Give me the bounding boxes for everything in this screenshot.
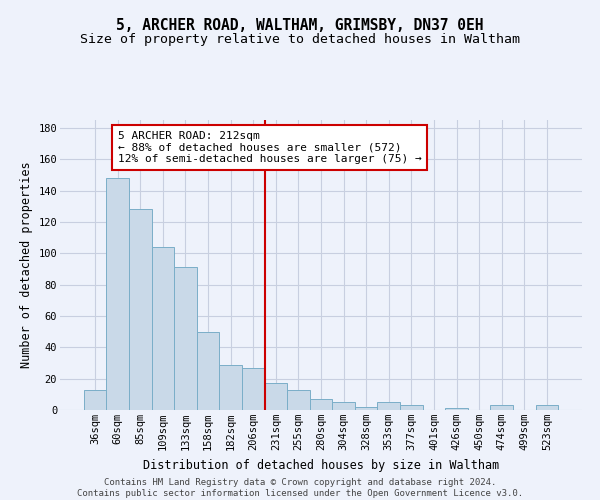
Bar — [129, 210, 152, 410]
Bar — [445, 408, 468, 410]
Bar — [377, 402, 400, 410]
Bar — [287, 390, 310, 410]
Y-axis label: Number of detached properties: Number of detached properties — [20, 162, 33, 368]
Bar — [106, 178, 129, 410]
Bar — [490, 406, 513, 410]
Text: 5, ARCHER ROAD, WALTHAM, GRIMSBY, DN37 0EH: 5, ARCHER ROAD, WALTHAM, GRIMSBY, DN37 0… — [116, 18, 484, 32]
Bar — [174, 268, 197, 410]
Text: Contains HM Land Registry data © Crown copyright and database right 2024.
Contai: Contains HM Land Registry data © Crown c… — [77, 478, 523, 498]
Bar — [310, 399, 332, 410]
Bar — [265, 384, 287, 410]
Text: 5 ARCHER ROAD: 212sqm
← 88% of detached houses are smaller (572)
12% of semi-det: 5 ARCHER ROAD: 212sqm ← 88% of detached … — [118, 131, 421, 164]
Text: Size of property relative to detached houses in Waltham: Size of property relative to detached ho… — [80, 32, 520, 46]
Bar — [220, 364, 242, 410]
Bar — [84, 390, 106, 410]
Bar — [536, 406, 558, 410]
Bar — [332, 402, 355, 410]
Bar — [152, 247, 174, 410]
Bar — [242, 368, 265, 410]
Bar — [400, 406, 422, 410]
X-axis label: Distribution of detached houses by size in Waltham: Distribution of detached houses by size … — [143, 458, 499, 471]
Bar — [355, 407, 377, 410]
Bar — [197, 332, 220, 410]
